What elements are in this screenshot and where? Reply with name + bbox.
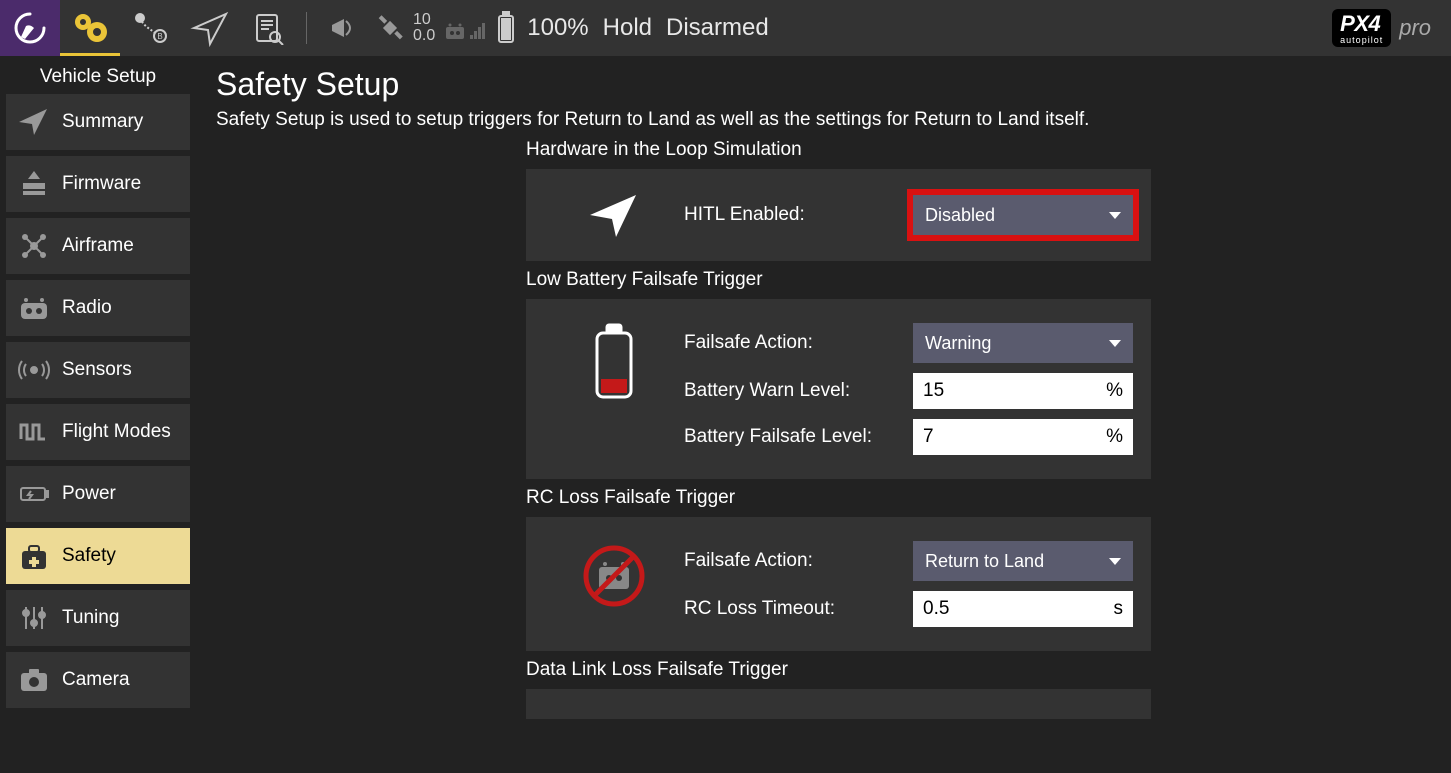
rcloss-panel: Failsafe Action: Return to Land RC Loss … — [526, 517, 1151, 651]
pwm-icon — [16, 414, 52, 450]
sidebar-item-firmware[interactable]: Firmware — [6, 156, 190, 212]
plane-icon — [544, 187, 684, 243]
app-logo-button[interactable] — [0, 0, 60, 56]
rcloss-action-value: Return to Land — [925, 551, 1044, 572]
plan-tab-button[interactable] — [180, 0, 240, 56]
medkit-icon — [16, 538, 52, 574]
analyze-tab-button[interactable] — [240, 0, 300, 56]
battery-status: 100% — [495, 0, 588, 56]
sidebar-item-power[interactable]: Power — [6, 466, 190, 522]
sat-count: 10 — [413, 12, 435, 28]
lowbatt-panel: Failsafe Action: Warning Battery Warn Le… — [526, 299, 1151, 479]
sidebar-item-camera[interactable]: Camera — [6, 652, 190, 708]
sidebar-item-label: Firmware — [62, 173, 141, 195]
sensors-icon — [16, 352, 52, 388]
brand-logo: PX4 autopilot pro — [1332, 9, 1431, 46]
rcloss-action-dropdown[interactable]: Return to Land — [913, 541, 1133, 581]
setup-tab-button[interactable] — [60, 0, 120, 56]
hitl-section-title: Hardware in the Loop Simulation — [526, 139, 1431, 161]
failsafe-level-unit: % — [1106, 426, 1123, 448]
brand-text: PX4 — [1340, 11, 1380, 36]
satellite-icon — [373, 11, 407, 45]
brand-suffix: pro — [1399, 15, 1431, 41]
rcloss-timeout-value: 0.5 — [923, 598, 1114, 620]
hitl-panel: HITL Enabled: Disabled — [526, 169, 1151, 261]
rcloss-section-title: RC Loss Failsafe Trigger — [526, 487, 1431, 509]
no-rc-icon — [544, 541, 684, 611]
sidebar-item-safety[interactable]: Safety — [6, 528, 190, 584]
sidebar-item-label: Power — [62, 483, 116, 505]
sidebar-item-label: Radio — [62, 297, 112, 319]
chevron-down-icon — [1109, 340, 1121, 347]
sidebar-item-radio[interactable]: Radio — [6, 280, 190, 336]
battery-percent: 100% — [527, 14, 588, 42]
datalink-panel — [526, 689, 1151, 719]
datalink-section-title: Data Link Loss Failsafe Trigger — [526, 659, 1431, 681]
lowbatt-action-value: Warning — [925, 333, 991, 354]
hitl-dropdown[interactable]: Disabled — [913, 195, 1133, 235]
lowbatt-action-dropdown[interactable]: Warning — [913, 323, 1133, 363]
rcloss-timeout-input[interactable]: 0.5 s — [913, 591, 1133, 627]
battery-h-icon — [16, 476, 52, 512]
announce-icon[interactable] — [313, 0, 373, 56]
rcloss-timeout-unit: s — [1114, 598, 1124, 620]
rc-signal-icon — [435, 0, 495, 56]
failsafe-level-input[interactable]: 7 % — [913, 419, 1133, 455]
svg-text:B: B — [157, 32, 162, 41]
toolbar-separator — [306, 12, 307, 44]
chevron-down-icon — [1109, 558, 1121, 565]
sidebar-title: Vehicle Setup — [6, 60, 190, 94]
sidebar-item-label: Camera — [62, 669, 130, 691]
lowbatt-section-title: Low Battery Failsafe Trigger — [526, 269, 1431, 291]
chip-icon — [16, 166, 52, 202]
warn-level-label: Battery Warn Level: — [684, 380, 913, 402]
waypoint-tab-button[interactable]: B — [120, 0, 180, 56]
sidebar-item-summary[interactable]: Summary — [6, 94, 190, 150]
sidebar-item-label: Airframe — [62, 235, 134, 257]
flight-mode[interactable]: Hold — [603, 14, 652, 42]
rcloss-action-label: Failsafe Action: — [684, 550, 913, 572]
top-toolbar: B 10 0.0 — [0, 0, 1451, 56]
failsafe-action-label: Failsafe Action: — [684, 332, 913, 354]
controller-icon — [16, 290, 52, 326]
arm-state[interactable]: Disarmed — [666, 14, 769, 42]
plane-icon — [16, 104, 52, 140]
airframe-icon — [16, 228, 52, 264]
hitl-value: Disabled — [925, 205, 995, 226]
sidebar-item-label: Summary — [62, 111, 143, 133]
sidebar-item-label: Flight Modes — [62, 421, 171, 443]
battery-low-icon — [544, 323, 684, 403]
chevron-down-icon — [1109, 212, 1121, 219]
vehicle-setup-sidebar: Vehicle Setup Summary Firmware Airframe … — [0, 56, 196, 773]
page-title: Safety Setup — [216, 66, 1431, 103]
battery-icon — [495, 10, 517, 46]
main-content: Safety Setup Safety Setup is used to set… — [196, 56, 1451, 773]
page-description: Safety Setup is used to setup triggers f… — [216, 109, 1431, 131]
rcloss-timeout-label: RC Loss Timeout: — [684, 598, 913, 620]
hitl-label: HITL Enabled: — [684, 204, 913, 226]
gps-status: 10 0.0 — [373, 11, 435, 45]
warn-level-value: 15 — [923, 380, 1106, 402]
failsafe-level-label: Battery Failsafe Level: — [684, 426, 913, 448]
camera-icon — [16, 662, 52, 698]
sidebar-item-label: Sensors — [62, 359, 132, 381]
sidebar-item-label: Safety — [62, 545, 116, 567]
sidebar-item-sensors[interactable]: Sensors — [6, 342, 190, 398]
warn-level-input[interactable]: 15 % — [913, 373, 1133, 409]
sidebar-item-tuning[interactable]: Tuning — [6, 590, 190, 646]
hdop-value: 0.0 — [413, 28, 435, 44]
sidebar-item-label: Tuning — [62, 607, 119, 629]
brand-sub: autopilot — [1340, 37, 1383, 44]
sliders-icon — [16, 600, 52, 636]
sidebar-item-flight-modes[interactable]: Flight Modes — [6, 404, 190, 460]
failsafe-level-value: 7 — [923, 426, 1106, 448]
sidebar-item-airframe[interactable]: Airframe — [6, 218, 190, 274]
warn-level-unit: % — [1106, 380, 1123, 402]
